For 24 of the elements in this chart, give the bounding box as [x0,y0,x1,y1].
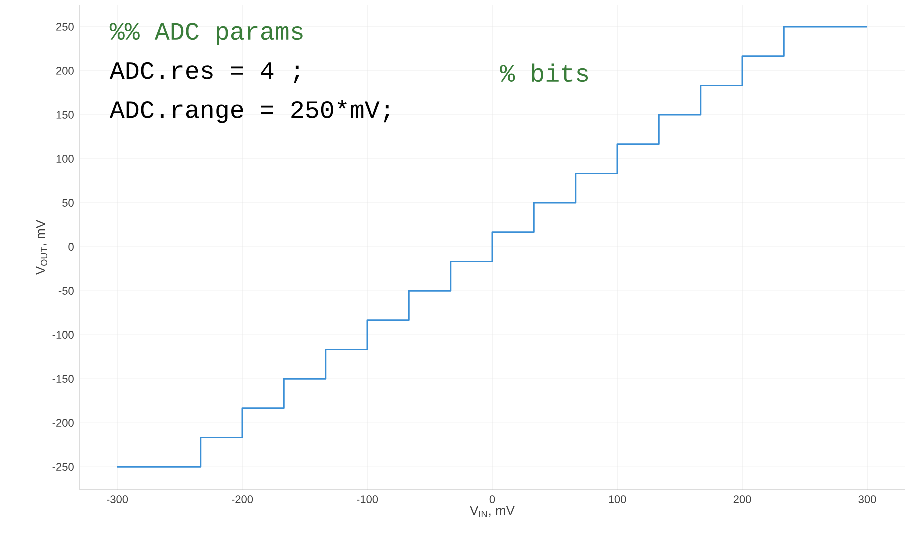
y-tick-label: 100 [56,155,74,163]
y-tick-label: 50 [62,199,74,207]
x-tick-label: 100 [609,496,626,504]
y-tick-label: 150 [56,111,74,119]
x-tick-label: -300 [106,496,128,504]
y-tick-label: 0 [68,243,74,251]
x-tick-label: -100 [356,496,378,504]
y-tick-label: -150 [52,375,74,383]
annotation: ADC.range = 250*mV; [110,100,390,124]
annotation: % bits [500,64,588,82]
y-tick-label: -200 [52,419,74,427]
x-tick-label: 300 [858,496,876,504]
x-tick-label: 200 [734,496,752,504]
x-tick-label: 0 [490,496,496,504]
annotation: ADC.res = 4 ; [110,62,300,84]
y-tick-label: -250 [52,463,74,472]
y-tick-label: 200 [56,67,74,75]
annotation: %% ADC params [110,23,303,46]
x-tick-label: -200 [232,496,254,504]
y-axis-title: V$_{OUT}$, mV [36,220,48,275]
x-axis-title: V$_{IN}$, mV [470,506,515,518]
y-tick-label: 250 [56,23,74,31]
y-tick-label: -50 [58,287,74,295]
y-tick-label: -100 [52,331,74,339]
